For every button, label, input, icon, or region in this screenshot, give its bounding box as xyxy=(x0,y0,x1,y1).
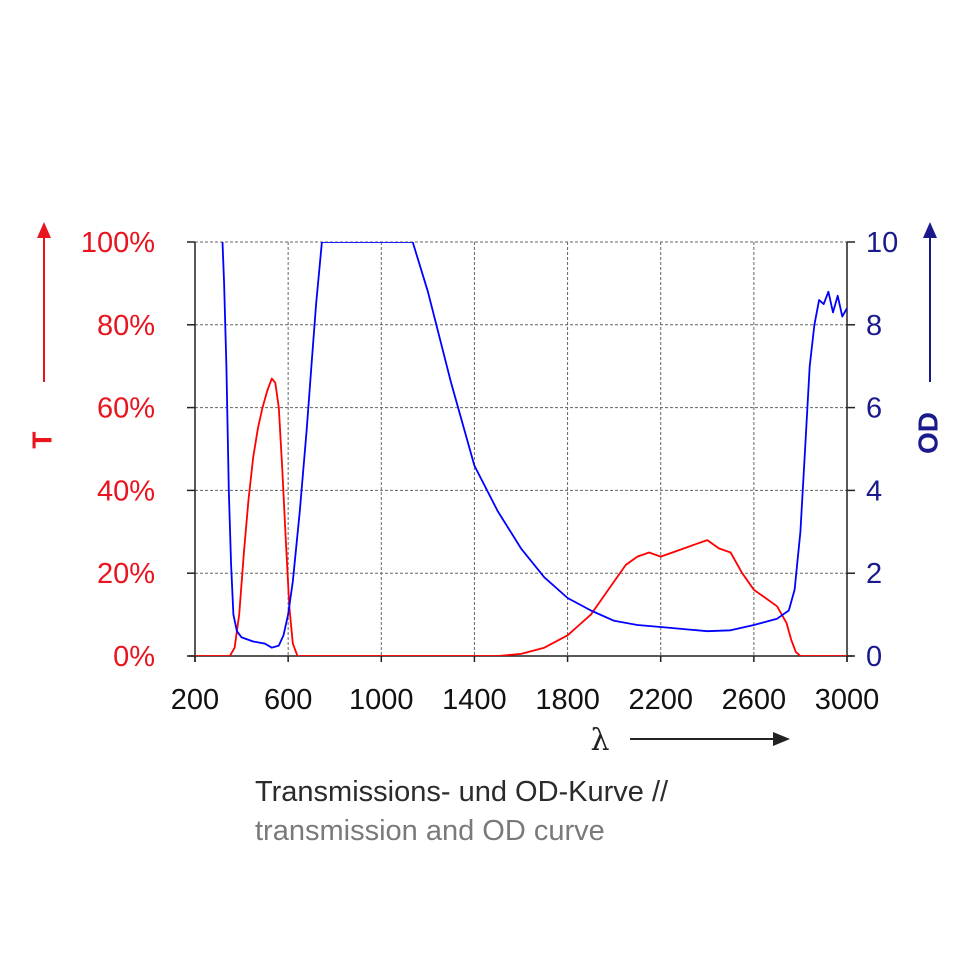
y-left-tick-label: 40% xyxy=(97,475,155,507)
x-tick-label: 200 xyxy=(171,684,219,716)
x-tick-label: 2200 xyxy=(628,684,693,716)
x-tick-labels: 200 600 1000 1400 1800 2200 2600 3000 xyxy=(171,684,879,716)
x-axis-label: λ xyxy=(590,723,609,758)
chart: 200 600 1000 1400 1800 2200 2600 3000 0% 20% 40% 6… xyxy=(26,222,943,758)
y-right-tick-label: 0 xyxy=(866,641,882,673)
y-right-axis-label: OD xyxy=(912,412,943,454)
x-tick-label: 1800 xyxy=(535,684,600,716)
grid xyxy=(195,241,847,656)
od-series-line xyxy=(221,242,847,649)
y-left-tick-labels: 0% 20% 40% 60% 80% 100% xyxy=(81,227,155,673)
caption-english: transmission and OD curve xyxy=(255,815,605,847)
plot-frame xyxy=(187,241,855,662)
x-tick-label: 1400 xyxy=(442,684,507,716)
x-tick-label: 600 xyxy=(264,684,312,716)
x-axis-title: λ xyxy=(590,723,790,758)
x-tick-label: 1000 xyxy=(349,684,414,716)
y-left-axis-title: T xyxy=(26,222,57,449)
y-left-tick-label: 0% xyxy=(113,641,155,673)
arrow-up-icon xyxy=(37,222,51,238)
arrow-right-icon xyxy=(773,732,790,746)
y-right-tick-label: 10 xyxy=(866,227,898,259)
caption-german: Transmissions- und OD-Kurve // xyxy=(255,776,669,808)
y-right-tick-label: 8 xyxy=(866,310,882,342)
arrow-up-icon xyxy=(923,222,937,238)
y-left-tick-label: 20% xyxy=(97,558,155,590)
transmission-series-line xyxy=(195,377,847,656)
y-left-tick-label: 100% xyxy=(81,227,155,259)
y-left-tick-label: 80% xyxy=(97,310,155,342)
y-right-tick-label: 4 xyxy=(866,475,882,507)
series-layer xyxy=(195,242,847,656)
y-right-tick-labels: 0 2 4 6 8 10 xyxy=(866,227,898,673)
y-right-tick-label: 6 xyxy=(866,393,882,425)
x-tick-label: 2600 xyxy=(722,684,787,716)
y-right-axis-title: OD xyxy=(912,222,943,454)
y-left-axis-label: T xyxy=(26,431,57,448)
y-left-tick-label: 60% xyxy=(97,393,155,425)
y-right-tick-label: 2 xyxy=(866,558,882,590)
x-tick-label: 3000 xyxy=(815,684,880,716)
